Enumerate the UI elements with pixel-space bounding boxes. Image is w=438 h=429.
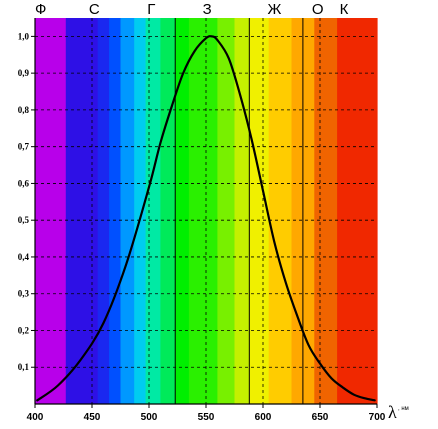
band-label-4: Ж <box>267 1 281 18</box>
axes <box>31 18 378 408</box>
y-tick-label-8: 0,9 <box>18 68 30 78</box>
color-band-9 <box>188 18 218 404</box>
curve-layer <box>36 35 376 402</box>
band-label-2: Г <box>147 1 155 18</box>
color-band-16 <box>337 18 378 404</box>
color-band-11 <box>234 18 250 404</box>
x-axis-label: λ <box>388 402 397 422</box>
x-tick-label-1: 450 <box>84 412 101 423</box>
y-tick-label-2: 0,3 <box>18 289 30 299</box>
y-tick-label-6: 0,7 <box>18 142 30 152</box>
color-band-15 <box>314 18 338 404</box>
x-tick-label-5: 650 <box>312 412 329 423</box>
x-axis-unit: , нм <box>398 406 409 412</box>
band-label-0: Ф <box>35 1 46 18</box>
color-band-6 <box>145 18 161 404</box>
color-band-7 <box>160 18 176 404</box>
color-band-5 <box>134 18 147 404</box>
color-band-4 <box>120 18 135 404</box>
y-tick-label-5: 0,6 <box>18 178 30 188</box>
color-band-1 <box>65 18 99 404</box>
x-tick-label-0: 400 <box>27 412 44 423</box>
band-boundaries <box>174 18 304 404</box>
y-tick-label-9: 1,0 <box>18 31 30 41</box>
y-tick-label-1: 0,2 <box>18 325 30 335</box>
color-band-13 <box>268 18 293 404</box>
y-tick-label-7: 0,8 <box>18 105 30 115</box>
labels: 0,1 0,2 0,3 0,4 0,5 0,6 0,7 0,8 0,9 1,0 400 450 500 5… <box>18 1 409 423</box>
x-tick-label-2: 500 <box>141 412 158 423</box>
x-tick-label-3: 550 <box>198 412 215 423</box>
x-tick-label-6: 700 <box>369 412 386 423</box>
color-band-0 <box>35 18 67 404</box>
y-tick-label-4: 0,5 <box>18 215 30 225</box>
band-label-5: О <box>312 1 324 18</box>
y-tick-label-0: 0,1 <box>18 362 30 372</box>
band-label-1: С <box>89 1 100 18</box>
x-tick-label-4: 600 <box>255 412 272 423</box>
band-label-3: З <box>203 1 212 18</box>
sensitivity-curve-0 <box>36 35 376 402</box>
color-band-3 <box>109 18 122 404</box>
color-band-8 <box>175 18 190 404</box>
grid <box>35 18 377 404</box>
color-band-12 <box>249 18 270 404</box>
color-band-10 <box>217 18 236 404</box>
y-tick-label-3: 0,4 <box>18 252 30 262</box>
band-label-6: К <box>340 1 349 18</box>
color-band-2 <box>97 18 110 404</box>
color-bands <box>35 18 378 404</box>
